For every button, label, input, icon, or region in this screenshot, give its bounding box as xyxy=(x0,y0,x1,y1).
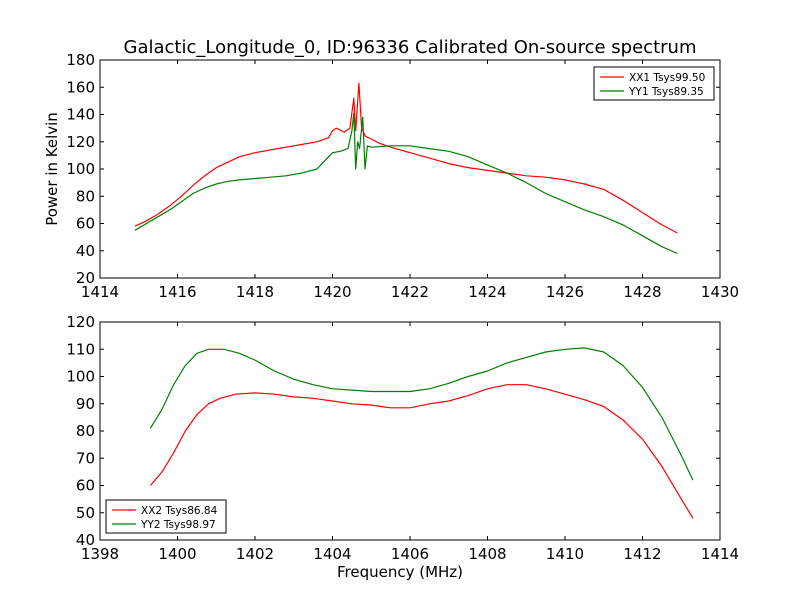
x-tick-label: 1420 xyxy=(313,283,351,301)
y-tick-label: 90 xyxy=(76,395,95,413)
legend-box xyxy=(593,66,715,101)
x-tick-label: 1402 xyxy=(236,545,274,563)
y-tick-label: 40 xyxy=(76,242,95,260)
x-tick-label: 1426 xyxy=(546,283,584,301)
y-tick-label: 120 xyxy=(66,313,95,331)
bottom-panel: 1398 1400 1402 1404 1406 1408 1410 1412 1414 40 50… xyxy=(66,313,739,581)
x-tick-label: 1412 xyxy=(623,545,661,563)
series-line-xx1 xyxy=(134,82,678,234)
x-tick-label: 1414 xyxy=(701,545,739,563)
x-tick-label: 1428 xyxy=(623,283,661,301)
top-panel: 1414 1416 1418 1420 1422 1424 1426 1428 1430 20 40… xyxy=(43,51,739,301)
y-tick-label: 20 xyxy=(76,269,95,287)
x-tick-label: 1424 xyxy=(468,283,506,301)
x-tick-label: 1422 xyxy=(391,283,429,301)
y-tick-label: 100 xyxy=(66,160,95,178)
y-tick-label: 180 xyxy=(66,51,95,69)
y-axis-label: Power in Kelvin xyxy=(43,112,61,226)
series-line-yy2 xyxy=(149,347,694,481)
y-tick-label: 160 xyxy=(66,78,95,96)
series-group xyxy=(149,347,694,519)
y-tick-label: 80 xyxy=(76,422,95,440)
x-tick-label: 1404 xyxy=(313,545,351,563)
y-tick-label: 120 xyxy=(66,133,95,151)
y-tick-label: 50 xyxy=(76,504,95,522)
x-tick-label: 1410 xyxy=(546,545,584,563)
legend-entry-label: XX2 Tsys86.84 xyxy=(141,505,218,517)
y-tick-label: 70 xyxy=(76,449,95,467)
legend: XX1 Tsys99.50 YY1 Tsys89.35 xyxy=(593,66,715,101)
series-line-xx2 xyxy=(149,384,694,519)
legend-entry-label: YY2 Tsys98.97 xyxy=(140,519,216,531)
y-tick-label: 100 xyxy=(66,368,95,386)
series-group xyxy=(134,82,678,255)
x-tick-label: 1418 xyxy=(236,283,274,301)
y-tick-label: 110 xyxy=(66,340,95,358)
x-tick-label: 1406 xyxy=(391,545,429,563)
y-tick-label: 140 xyxy=(66,106,95,124)
y-tick-label: 80 xyxy=(76,187,95,205)
legend-entry-label: XX1 Tsys99.50 xyxy=(629,72,705,84)
x-tick-label: 1416 xyxy=(158,283,196,301)
y-tick-label: 60 xyxy=(76,477,95,495)
x-tick-label: 1430 xyxy=(701,283,739,301)
legend: XX2 Tsys86.84 YY2 Tsys98.97 xyxy=(105,499,227,534)
x-tick-label: 1408 xyxy=(468,545,506,563)
legend-entry-label: YY1 Tsys89.35 xyxy=(628,86,704,98)
y-tick-label: 60 xyxy=(76,215,95,233)
x-tick-label: 1414 xyxy=(81,283,119,301)
x-tick-label: 1400 xyxy=(158,545,196,563)
chart-title: Galactic_Longitude_0, ID:96336 Calibrate… xyxy=(124,37,697,58)
y-tick-label: 40 xyxy=(76,531,95,549)
x-tick-label: 1398 xyxy=(81,545,119,563)
legend-box xyxy=(105,499,227,534)
series-line-yy1 xyxy=(134,112,678,255)
x-axis-label: Frequency (MHz) xyxy=(337,563,463,581)
